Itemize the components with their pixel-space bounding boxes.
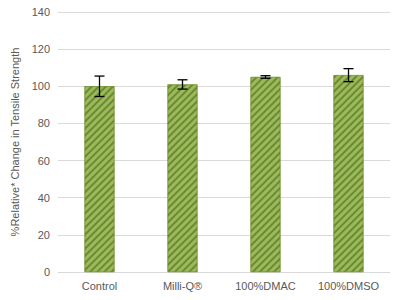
svg-text:80: 80 <box>38 117 50 129</box>
svg-text:Control: Control <box>82 280 117 292</box>
svg-text:100: 100 <box>32 80 50 92</box>
svg-text:100%DMSO: 100%DMSO <box>318 280 380 292</box>
svg-text:0: 0 <box>44 266 50 278</box>
svg-text:120: 120 <box>32 43 50 55</box>
svg-text:Milli-Q®: Milli-Q® <box>163 280 202 292</box>
svg-text:40: 40 <box>38 192 50 204</box>
svg-text:100%DMAC: 100%DMAC <box>235 280 296 292</box>
svg-text:60: 60 <box>38 155 50 167</box>
svg-text:%Relative* Change in Tensile S: %Relative* Change in Tensile Strength <box>9 48 21 237</box>
svg-text:20: 20 <box>38 229 50 241</box>
svg-text:140: 140 <box>32 6 50 18</box>
